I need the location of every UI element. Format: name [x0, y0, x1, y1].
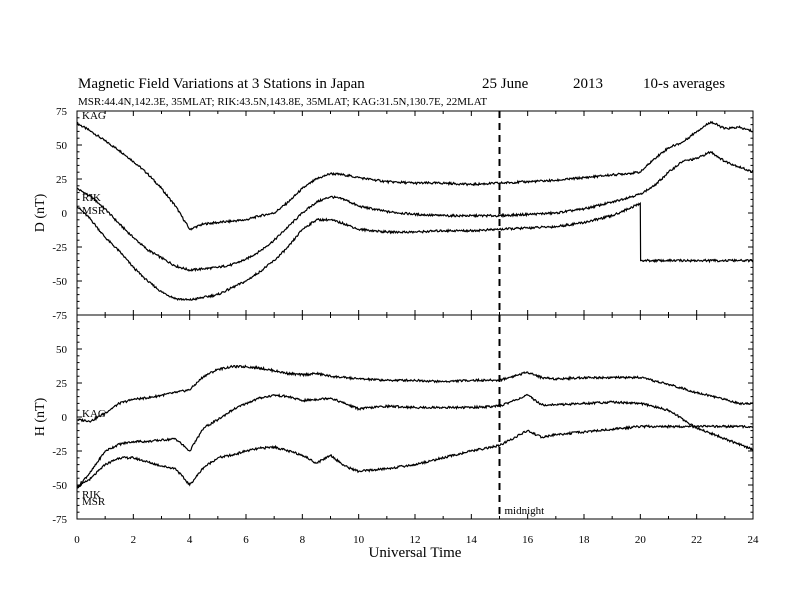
x-axis-label: Universal Time	[369, 545, 462, 561]
x-tick-label: 0	[74, 534, 80, 546]
series-line-kag-d	[76, 120, 754, 231]
y-tick-label-d: 75	[56, 106, 68, 118]
panel-frame-d	[76, 110, 754, 316]
y-tick-label-d: 25	[56, 174, 68, 186]
y-tick-label-d: -25	[52, 242, 67, 254]
x-tick-label: 22	[691, 534, 702, 546]
chart-resolution: 10-s averages	[643, 76, 725, 92]
series-label-msr-d: MSR	[82, 205, 106, 217]
y-tick-label-h: -25	[52, 446, 67, 458]
y-tick-label-d: -75	[52, 310, 67, 322]
series-label-rik-h: RIK	[82, 489, 101, 501]
x-tick-label: 16	[522, 534, 534, 546]
series-line-msr-h	[76, 424, 754, 489]
y-tick-label-d: 0	[62, 208, 68, 220]
x-tick-label: 6	[243, 534, 249, 546]
series-line-kag-h	[76, 364, 754, 423]
y-tick-label-d: -50	[52, 276, 67, 288]
x-tick-label: 14	[466, 534, 478, 546]
midnight-label: midnight	[505, 505, 545, 517]
x-tick-label: 18	[579, 534, 591, 546]
series-label-msr-h: MSR	[82, 496, 106, 508]
series-label-kag-h: KAG	[82, 408, 106, 420]
y-tick-label-h: 0	[62, 412, 68, 424]
series-label-rik-d: RIK	[82, 192, 101, 204]
chart-title: Magnetic Field Variations at 3 Stations …	[78, 76, 365, 92]
x-tick-label: 2	[131, 534, 137, 546]
series-line-msr-d	[76, 201, 754, 302]
x-tick-label: 4	[187, 534, 193, 546]
y-tick-label-d: 50	[56, 140, 68, 152]
x-tick-label: 10	[353, 534, 365, 546]
station-coordinates: MSR:44.4N,142.3E, 35MLAT; RIK:43.5N,143.…	[78, 96, 487, 108]
series-line-rik-h	[76, 393, 754, 488]
x-tick-label: 20	[635, 534, 647, 546]
x-tick-label: 8	[300, 534, 306, 546]
x-tick-label: 24	[748, 534, 760, 546]
chart-year: 2013	[573, 76, 603, 92]
y-tick-label-h: 50	[56, 344, 68, 356]
y-tick-label-h: 25	[56, 378, 68, 390]
y-tick-label-h: -50	[52, 480, 67, 492]
series-line-rik-d	[76, 150, 754, 273]
y-axis-label-h: H (nT)	[33, 397, 48, 436]
x-tick-label: 12	[410, 534, 421, 546]
y-axis-label-d: D (nT)	[33, 193, 48, 232]
panel-frame-h	[76, 314, 754, 520]
chart-date: 25 June	[482, 76, 529, 92]
y-tick-label-h: -75	[52, 514, 67, 526]
series-label-kag-d: KAG	[82, 110, 106, 122]
